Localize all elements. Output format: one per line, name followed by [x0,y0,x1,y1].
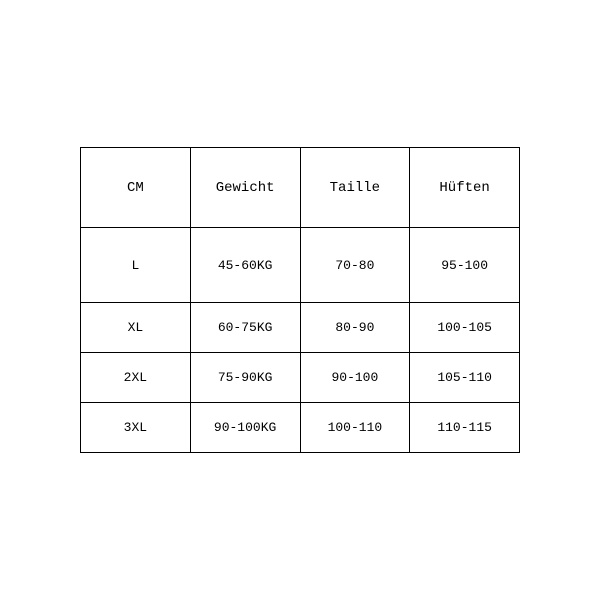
cell-waist: 70-80 [300,228,410,303]
table-row: L 45-60KG 70-80 95-100 [81,228,520,303]
cell-size: 3XL [81,403,191,453]
header-cell-cm: CM [81,148,191,228]
header-cell-gewicht: Gewicht [190,148,300,228]
cell-weight: 90-100KG [190,403,300,453]
cell-weight: 45-60KG [190,228,300,303]
cell-hips: 95-100 [410,228,520,303]
cell-size: 2XL [81,353,191,403]
size-chart-wrapper: CM Gewicht Taille Hüften L 45-60KG 70-80… [80,147,520,453]
cell-waist: 100-110 [300,403,410,453]
header-cell-taille: Taille [300,148,410,228]
size-chart-table: CM Gewicht Taille Hüften L 45-60KG 70-80… [80,147,520,453]
cell-size: XL [81,303,191,353]
cell-hips: 105-110 [410,353,520,403]
table-row: 2XL 75-90KG 90-100 105-110 [81,353,520,403]
cell-weight: 60-75KG [190,303,300,353]
cell-hips: 110-115 [410,403,520,453]
table-header-row: CM Gewicht Taille Hüften [81,148,520,228]
header-cell-hueften: Hüften [410,148,520,228]
cell-hips: 100-105 [410,303,520,353]
table-row: XL 60-75KG 80-90 100-105 [81,303,520,353]
cell-size: L [81,228,191,303]
cell-waist: 80-90 [300,303,410,353]
table-row: 3XL 90-100KG 100-110 110-115 [81,403,520,453]
cell-waist: 90-100 [300,353,410,403]
cell-weight: 75-90KG [190,353,300,403]
